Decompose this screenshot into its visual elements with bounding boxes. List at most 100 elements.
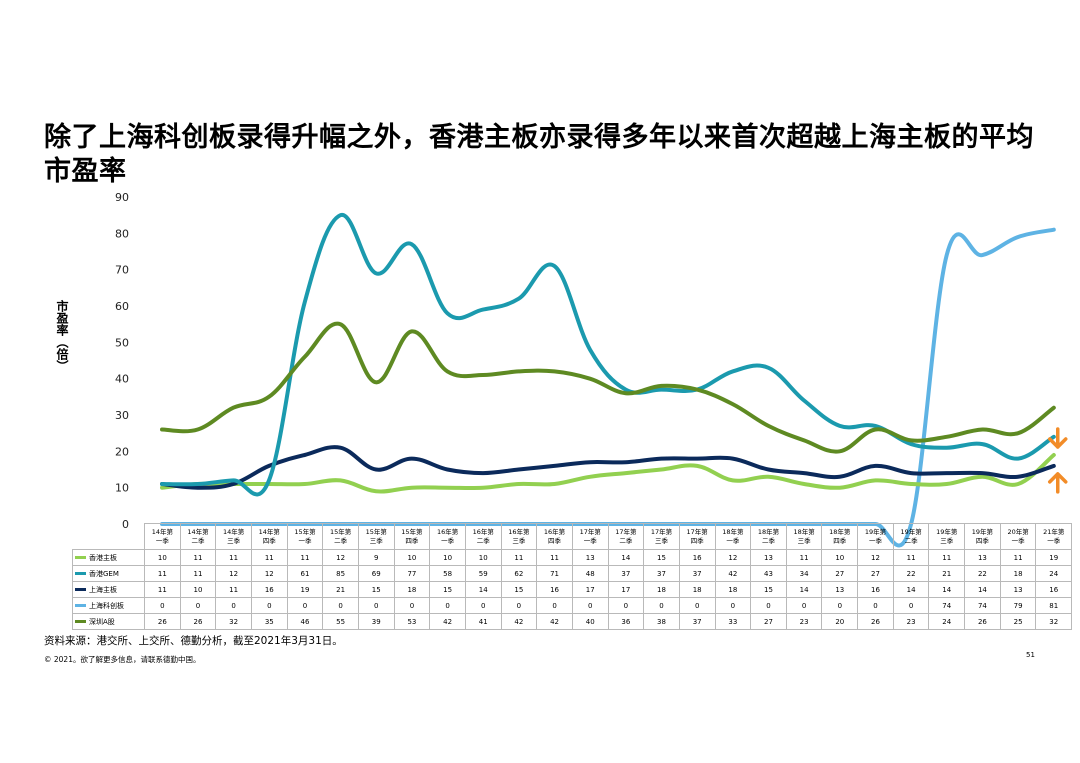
- column-header-year: 16年第: [543, 527, 566, 536]
- table-cell: 10: [393, 549, 431, 566]
- table-cell: 79: [999, 597, 1037, 614]
- table-cell: 15: [643, 549, 680, 566]
- column-header: 15年第 三季: [357, 523, 395, 550]
- column-header: 15年第 一季: [286, 523, 324, 550]
- legend-entry: 香港GEM: [72, 565, 145, 582]
- column-header-year: 17年第: [579, 527, 601, 536]
- table-cell: 14: [464, 581, 502, 598]
- table-cell: 19: [286, 581, 324, 598]
- legend-entry: 香港主板: [72, 549, 145, 566]
- series-line-4: [160, 321, 1056, 454]
- column-header-year: 15年第: [401, 527, 423, 536]
- table-cell: 40: [571, 613, 609, 630]
- column-header-quarter: 四季: [405, 536, 419, 545]
- column-header-year: 20年第: [1007, 527, 1029, 536]
- table-cell: 22: [964, 565, 1001, 582]
- table-cell: 17: [607, 581, 645, 598]
- column-header-year: 19年第: [936, 527, 958, 536]
- table-cell: 0: [678, 597, 716, 614]
- table-cell: 37: [643, 565, 680, 582]
- column-header: 17年第 三季: [643, 523, 680, 550]
- column-header-quarter: 三季: [940, 536, 954, 545]
- table-cell: 37: [678, 565, 716, 582]
- table-cell: 42: [714, 565, 752, 582]
- table-row: 香港主板 10 11 11 11 11 12 9 10 10 10 11 11 13 14 15 16 12 13 1…: [72, 549, 1073, 566]
- table-cell: 0: [643, 597, 680, 614]
- table-cell: 81: [1035, 597, 1073, 614]
- table-cell: 10: [179, 581, 217, 598]
- table-cell: 26: [964, 613, 1001, 630]
- table-cell: 0: [607, 597, 645, 614]
- table-cell: 41: [464, 613, 502, 630]
- column-header-year: 16年第: [436, 527, 459, 536]
- table-cell: 0: [179, 597, 217, 614]
- table-corner: [72, 523, 145, 550]
- column-header-quarter: 三季: [797, 536, 811, 545]
- legend-entry: 上海科创板: [72, 597, 145, 614]
- table-cell: 15: [357, 581, 395, 598]
- table-cell: 14: [607, 549, 645, 566]
- column-header-year: 21年第: [1043, 527, 1065, 536]
- annotations: [1048, 427, 1068, 494]
- column-header-year: 17年第: [615, 527, 637, 536]
- column-header: 17年第 一季: [571, 523, 609, 550]
- table-cell: 11: [892, 549, 930, 566]
- table-cell: 74: [964, 597, 1001, 614]
- legend-label: 香港GEM: [89, 569, 119, 578]
- table-cell: 58: [429, 565, 466, 582]
- table-cell: 34: [785, 565, 823, 582]
- column-header-quarter: 三季: [512, 536, 526, 545]
- column-header: 18年第 四季: [821, 523, 859, 550]
- y-tick-label: 70: [115, 264, 129, 277]
- series-lines: [160, 213, 1056, 548]
- column-header-quarter: 一季: [868, 536, 882, 545]
- column-header-quarter: 二季: [476, 536, 490, 545]
- table-cell: 11: [928, 549, 966, 566]
- table-cell: 85: [322, 565, 359, 582]
- table-cell: 74: [928, 597, 966, 614]
- column-header-quarter: 三季: [227, 536, 241, 545]
- legend-label: 上海主板: [89, 585, 117, 594]
- table-row: 深圳A股 26 26 32 35 46 55 39 53 42 41 42 42 40 36 38 37 33 27…: [72, 613, 1073, 630]
- table-cell: 12: [714, 549, 752, 566]
- table-cell: 0: [821, 597, 859, 614]
- column-header-quarter: 三季: [655, 536, 669, 545]
- table-cell: 12: [250, 565, 288, 582]
- table-cell: 42: [536, 613, 573, 630]
- table-cell: 21: [322, 581, 359, 598]
- table-cell: 16: [678, 549, 716, 566]
- table-cell: 59: [464, 565, 502, 582]
- table-cell: 15: [750, 581, 787, 598]
- table-cell: 43: [750, 565, 787, 582]
- table-cell: 18: [678, 581, 716, 598]
- table-cell: 10: [464, 549, 502, 566]
- table-cell: 69: [357, 565, 395, 582]
- y-tick-label: 50: [115, 336, 129, 349]
- column-header-quarter: 一季: [298, 536, 312, 545]
- table-cell: 10: [429, 549, 466, 566]
- table-cell: 53: [393, 613, 431, 630]
- table-cell: 18: [643, 581, 680, 598]
- column-header-quarter: 二季: [619, 536, 633, 545]
- table-cell: 55: [322, 613, 359, 630]
- y-tick-label: 60: [115, 300, 129, 313]
- legend-entry: 深圳A股: [72, 613, 145, 630]
- column-header: 15年第 二季: [322, 523, 359, 550]
- table-cell: 12: [322, 549, 359, 566]
- table-cell: 14: [785, 581, 823, 598]
- legend-swatch: [75, 620, 86, 623]
- legend-entry: 上海主板: [72, 581, 145, 598]
- table-cell: 0: [464, 597, 502, 614]
- column-header: 20年第 一季: [999, 523, 1037, 550]
- table-cell: 24: [928, 613, 966, 630]
- table-cell: 23: [892, 613, 930, 630]
- column-header-year: 18年第: [793, 527, 815, 536]
- table-cell: 16: [250, 581, 288, 598]
- table-row: 上海主板 11 10 11 16 19 21 15 18 15 14 15 16 17 17 18 18 18 15…: [72, 581, 1073, 598]
- table-cell: 12: [857, 549, 894, 566]
- table-cell: 38: [643, 613, 680, 630]
- column-header: 21年第 一季: [1035, 523, 1073, 550]
- legend-swatch: [75, 572, 86, 575]
